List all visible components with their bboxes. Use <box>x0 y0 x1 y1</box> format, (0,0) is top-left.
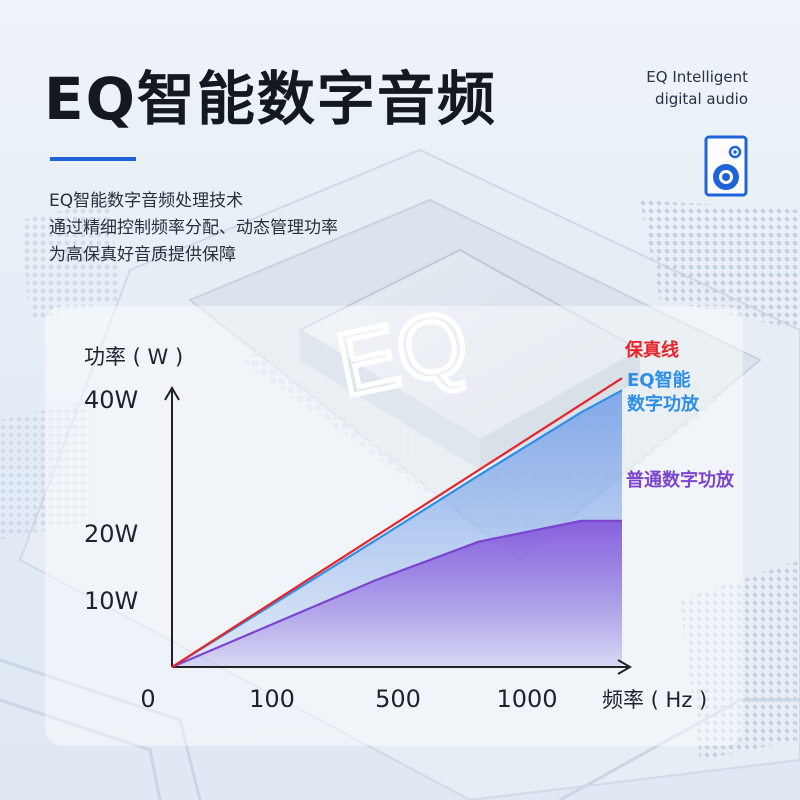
series-label: EQ智能 <box>627 369 691 391</box>
y-tick-label: 40W <box>84 386 138 414</box>
series-line-normal-amp <box>171 519 622 669</box>
page-title: EQ智能数字音频 <box>44 65 497 133</box>
x-axis-arrow <box>617 659 632 675</box>
normal-amp-area <box>172 520 622 667</box>
y-axis-arrow <box>164 386 180 401</box>
english-subtitle-line-2: digital audio <box>655 90 748 108</box>
description-line-3: 为高保真好音质提供保障 <box>49 245 236 265</box>
title-underline <box>50 157 136 161</box>
series-label: 数字功放 <box>627 393 700 415</box>
x-tick-label: 100 <box>249 685 295 713</box>
english-subtitle: EQ Intelligent digital audio <box>646 66 748 110</box>
y-tick-label: 20W <box>84 520 138 548</box>
y-tick-label: 10W <box>84 587 138 615</box>
y-axis-label: 功率 ( W ) <box>84 345 183 369</box>
description-line-2: 通过精细控制频率分配、动态管理功率 <box>49 218 338 238</box>
power-frequency-chart: 功率 ( W ) 频率 ( Hz ) 10W 20W 40W 0 100 500 1000 保真线… <box>84 339 735 713</box>
x-axis-label: 频率 ( Hz ) <box>602 688 707 712</box>
series-label: 普通数字功放 <box>626 469 735 491</box>
speaker-icon <box>704 135 748 197</box>
series-line-eq-amp <box>171 389 623 668</box>
x-tick-label: 500 <box>375 685 421 713</box>
description-line-1: EQ智能数字音频处理技术 <box>49 191 244 211</box>
x-tick-label: 0 <box>140 685 155 713</box>
description: EQ智能数字音频处理技术 通过精细控制频率分配、动态管理功率 为高保真好音质提供… <box>49 188 338 269</box>
series-line-fidelity <box>171 377 623 668</box>
english-subtitle-line-1: EQ Intelligent <box>646 68 748 86</box>
x-tick-label: 1000 <box>496 685 557 713</box>
series-label: 保真线 <box>624 339 679 361</box>
